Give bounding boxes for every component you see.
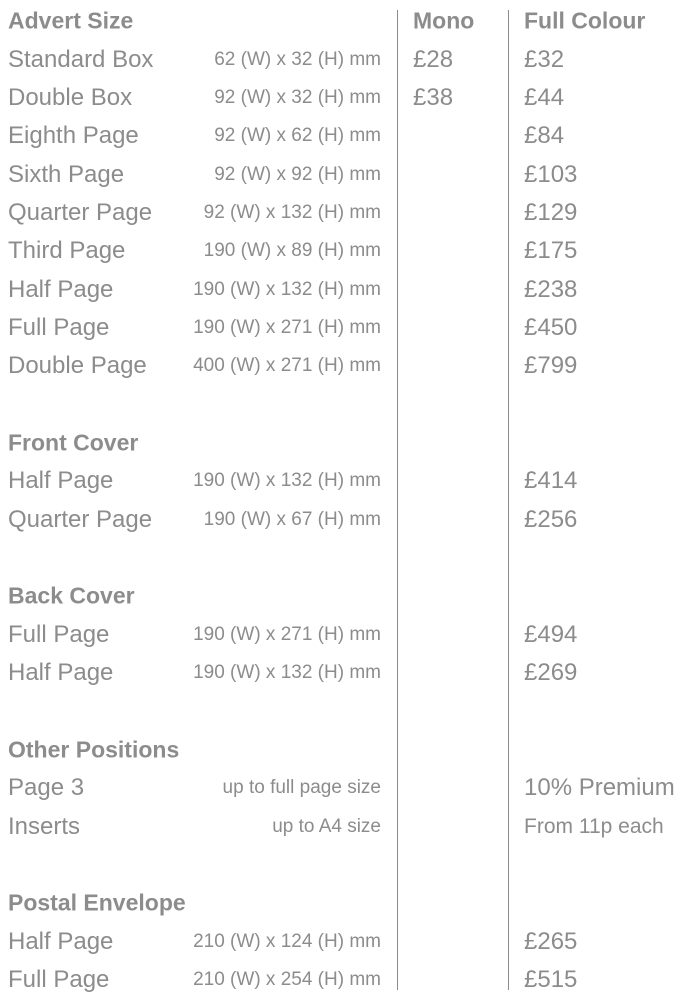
advert-name: Sixth Page: [8, 160, 125, 188]
section-title: Front Cover: [8, 429, 139, 456]
table-row: Half Page 190 (W) x 132 (H) mm £414: [0, 462, 695, 500]
advert-name: Full Page: [8, 965, 110, 993]
table-row: Half Page 190 (W) x 132 (H) mm £269: [0, 654, 695, 692]
full-colour-price: £256: [524, 505, 578, 533]
advert-name: Standard Box: [8, 45, 154, 73]
table-row: Quarter Page 92 (W) x 132 (H) mm £129: [0, 194, 695, 232]
table-header: Advert Size Mono Full Colour: [0, 2, 695, 40]
advert-name: Full Page: [8, 620, 110, 648]
advert-dimensions: 210 (W) x 254 (H) mm: [193, 968, 381, 990]
full-colour-price: £129: [524, 198, 578, 226]
advert-name: Half Page: [8, 927, 114, 955]
header-mono: Mono: [413, 7, 475, 34]
mono-column-divider: [397, 10, 398, 990]
advert-dimensions: 92 (W) x 132 (H) mm: [203, 201, 381, 223]
full-colour-price: £799: [524, 352, 578, 380]
table-row: Double Page 400 (W) x 271 (H) mm £799: [0, 347, 695, 385]
advert-dimensions: up to A4 size: [272, 815, 381, 837]
full-colour-price: £84: [524, 122, 565, 150]
advert-dimensions: 92 (W) x 32 (H) mm: [214, 86, 381, 108]
advert-dimensions: 190 (W) x 67 (H) mm: [203, 508, 381, 530]
full-colour-price: £238: [524, 275, 578, 303]
table-row: Full Page 210 (W) x 254 (H) mm £515: [0, 961, 695, 999]
section-heading: Other Positions: [0, 731, 695, 769]
full-colour-price: £494: [524, 620, 578, 648]
full-colour-price: £515: [524, 965, 578, 993]
advert-name: Full Page: [8, 313, 110, 341]
full-colour-price: £32: [524, 45, 565, 73]
full-colour-column-divider: [508, 10, 509, 990]
full-colour-price: £103: [524, 160, 578, 188]
advert-dimensions: 190 (W) x 132 (H) mm: [193, 470, 381, 492]
full-colour-price: 10% Premium: [524, 774, 675, 802]
table-row: Third Page 190 (W) x 89 (H) mm £175: [0, 232, 695, 270]
table-row: Inserts up to A4 size From 11p each: [0, 807, 695, 845]
advert-name: Double Box: [8, 83, 133, 111]
full-colour-price: £44: [524, 83, 565, 111]
table-row: Eighth Page 92 (W) x 62 (H) mm £84: [0, 117, 695, 155]
spacer: [0, 386, 695, 424]
full-colour-price: From 11p each: [524, 814, 664, 838]
table-row: Full Page 190 (W) x 271 (H) mm £450: [0, 309, 695, 347]
advert-name: Double Page: [8, 352, 147, 380]
mono-price: £28: [413, 45, 454, 73]
table-row: Quarter Page 190 (W) x 67 (H) mm £256: [0, 501, 695, 539]
table-row: Double Box 92 (W) x 32 (H) mm £38 £44: [0, 79, 695, 117]
table-row: Standard Box 62 (W) x 32 (H) mm £28 £32: [0, 40, 695, 78]
table-row: Sixth Page 92 (W) x 92 (H) mm £103: [0, 155, 695, 193]
section-heading: Front Cover: [0, 424, 695, 462]
header-full-colour: Full Colour: [524, 7, 646, 34]
advert-name: Half Page: [8, 659, 114, 687]
spacer: [0, 539, 695, 577]
advert-dimensions: 400 (W) x 271 (H) mm: [193, 355, 381, 377]
spacer: [0, 846, 695, 884]
section-heading: Back Cover: [0, 577, 695, 615]
table-row: Page 3 up to full page size 10% Premium: [0, 769, 695, 807]
advert-dimensions: 190 (W) x 271 (H) mm: [193, 316, 381, 338]
section-title: Other Positions: [8, 736, 180, 763]
spacer: [0, 692, 695, 730]
advert-dimensions: 210 (W) x 124 (H) mm: [193, 930, 381, 952]
header-advert-size: Advert Size: [8, 7, 134, 34]
advert-dimensions: 190 (W) x 132 (H) mm: [193, 278, 381, 300]
section-heading: Postal Envelope: [0, 884, 695, 922]
advert-dimensions: 92 (W) x 92 (H) mm: [214, 163, 381, 185]
full-colour-price: £414: [524, 467, 578, 495]
full-colour-price: £175: [524, 237, 578, 265]
advert-dimensions: 190 (W) x 271 (H) mm: [193, 623, 381, 645]
table-row: Full Page 190 (W) x 271 (H) mm £494: [0, 616, 695, 654]
advert-name: Half Page: [8, 275, 114, 303]
advert-dimensions: 62 (W) x 32 (H) mm: [214, 48, 381, 70]
advert-name: Quarter Page: [8, 505, 153, 533]
full-colour-price: £265: [524, 927, 578, 955]
advert-name: Page 3: [8, 774, 85, 802]
full-colour-price: £450: [524, 313, 578, 341]
mono-price: £38: [413, 83, 454, 111]
advert-name: Inserts: [8, 812, 81, 840]
section-title: Back Cover: [8, 582, 135, 609]
advert-dimensions: 190 (W) x 132 (H) mm: [193, 662, 381, 684]
table-row: Half Page 210 (W) x 124 (H) mm £265: [0, 922, 695, 960]
section-title: Postal Envelope: [8, 889, 186, 916]
advert-name: Quarter Page: [8, 198, 153, 226]
table-row: Half Page 190 (W) x 132 (H) mm £238: [0, 270, 695, 308]
advert-dimensions: 190 (W) x 89 (H) mm: [203, 240, 381, 262]
advert-dimensions: 92 (W) x 62 (H) mm: [214, 125, 381, 147]
advert-name: Third Page: [8, 237, 126, 265]
full-colour-price: £269: [524, 659, 578, 687]
advert-dimensions: up to full page size: [222, 777, 381, 799]
advert-name: Eighth Page: [8, 122, 139, 150]
advert-name: Half Page: [8, 467, 114, 495]
